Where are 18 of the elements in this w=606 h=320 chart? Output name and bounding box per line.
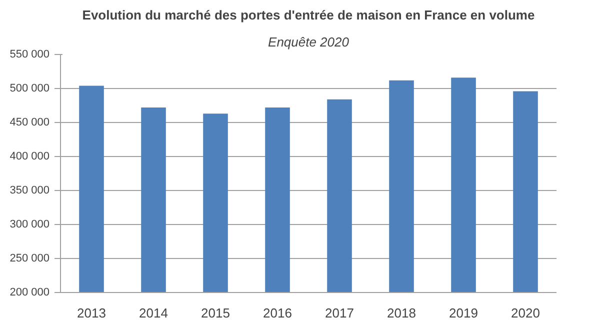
x-tick-label: 2015 [201, 306, 230, 320]
x-tick-label: 2016 [263, 306, 292, 320]
y-tick-label: 200 000 [10, 286, 50, 298]
y-tick-label: 350 000 [10, 184, 50, 196]
chart-subtitle: Enquête 2020 [268, 34, 350, 50]
y-tick-label: 550 000 [10, 48, 50, 60]
x-tick-label: 2013 [77, 306, 106, 320]
x-tick-label: 2018 [387, 306, 416, 320]
x-tick-label: 2020 [511, 306, 540, 320]
y-tick-label: 500 000 [10, 82, 50, 94]
y-tick-label: 250 000 [10, 252, 50, 264]
x-tick-label: 2014 [139, 306, 168, 320]
y-tick-label: 400 000 [10, 150, 50, 162]
y-tick-label: 450 000 [10, 116, 50, 128]
x-tick-label: 2019 [449, 306, 478, 320]
y-tick-label: 300 000 [10, 218, 50, 230]
x-tick-label: 2017 [325, 306, 354, 320]
chart-title: Evolution du marché des portes d'entrée de maison en France en volume [82, 8, 535, 22]
